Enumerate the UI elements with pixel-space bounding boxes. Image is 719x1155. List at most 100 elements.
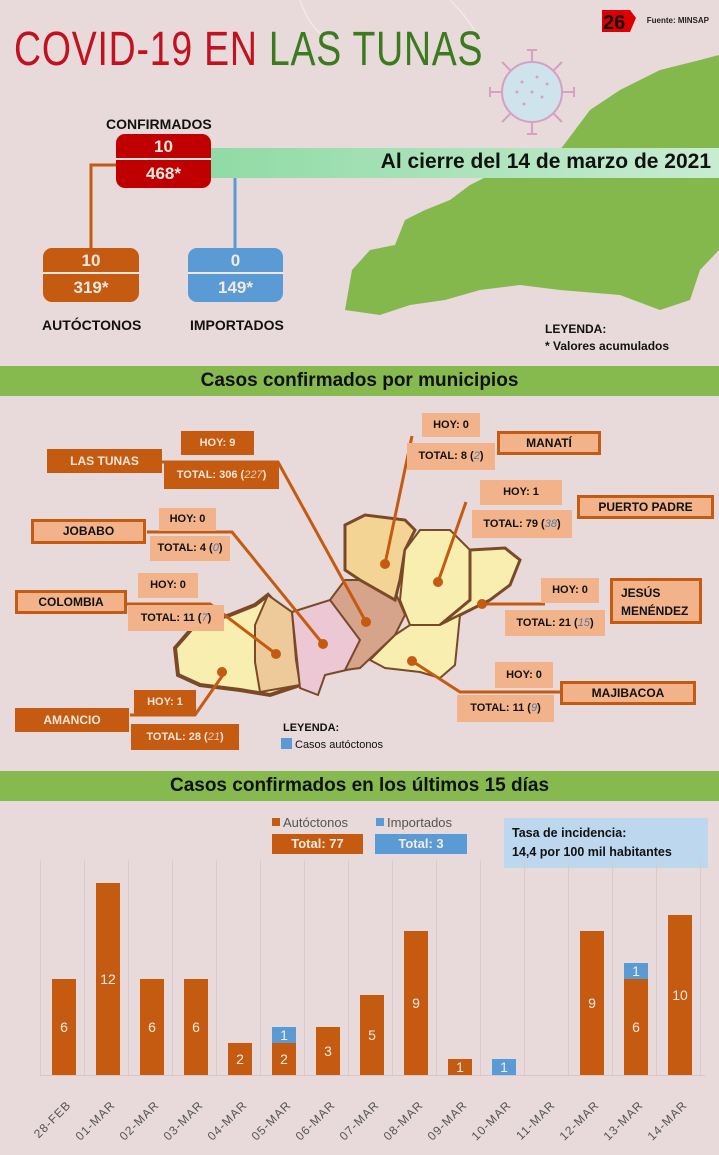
autoctonos-label: AUTÓCTONOS (42, 317, 142, 333)
municipio-total-puerto-padre: TOTAL: 79 (38) (472, 510, 572, 538)
legend-swatch-imp (376, 818, 384, 826)
bar-autoctonos: 5 (360, 995, 384, 1075)
bar-autoctonos: 6 (624, 979, 648, 1075)
municipio-name-jesus-menendez: JESÚS MENÉNDEZ (610, 578, 702, 624)
municipio-name-jobabo: JOBABO (31, 519, 146, 544)
bar-autoctonos: 1 (448, 1059, 472, 1075)
page-title: COVID-19 EN LAS TUNAS (14, 22, 483, 77)
legend-swatch-auto (272, 818, 280, 826)
municipio-total-majibacoa: TOTAL: 11 (9) (457, 695, 554, 722)
municipio-name-las-tunas: LAS TUNAS (47, 449, 162, 473)
confirmados-card: 10 468* (116, 134, 211, 188)
grid-line (172, 860, 173, 1075)
date-label: Al cierre del 14 de marzo de 2021 (380, 150, 711, 173)
incidence-rate-box: Tasa de incidencia: 14,4 por 100 mil hab… (504, 818, 708, 868)
logo-26-icon: 26 (602, 10, 636, 34)
region-majibacoa (368, 613, 462, 680)
municipio-hoy-las-tunas: HOY: 9 (181, 431, 254, 455)
bar-autoctonos: 2 (228, 1043, 252, 1075)
chart-section-title: Casos confirmados en los últimos 15 días (0, 771, 719, 801)
grid-line (128, 860, 129, 1075)
municipio-name-manati: MANATÍ (497, 431, 601, 455)
summary-legend: LEYENDA: * Valores acumulados (545, 321, 669, 355)
confirmados-label: CONFIRMADOS (106, 116, 212, 132)
summary-legend-text: * Valores acumulados (545, 339, 670, 353)
bar-importados: 1 (492, 1059, 516, 1075)
bar-autoctonos: 3 (316, 1027, 340, 1075)
region-colombia (254, 593, 302, 694)
municipio-total-jesus-menendez: TOTAL: 21 (15) (505, 610, 605, 636)
chart-legend-autoctonos: Autóctonos (272, 815, 348, 830)
bar-autoctonos: 2 (272, 1043, 296, 1075)
autoctonos-card: 10 319* (43, 248, 139, 302)
svg-text:26: 26 (603, 12, 625, 34)
importados-today: 0 (188, 248, 283, 274)
municipios-section-title: Casos confirmados por municipios (0, 366, 719, 396)
municipio-total-colombia: TOTAL: 11 (7) (128, 605, 224, 631)
importados-label: IMPORTADOS (190, 317, 284, 333)
importados-card: 0 149* (188, 248, 283, 302)
bar-autoctonos: 12 (96, 883, 120, 1075)
date-band (200, 148, 719, 178)
map-legend-title: LEYENDA: (283, 722, 340, 734)
autoctonos-today: 10 (43, 248, 139, 274)
grid-line (348, 860, 349, 1075)
chart-legend-importados: Importados (376, 815, 452, 830)
province-map-background (299, 0, 719, 315)
summary-legend-title: LEYENDA: (545, 322, 607, 336)
municipio-hoy-jobabo: HOY: 0 (159, 508, 216, 531)
municipio-total-manati: TOTAL: 8 (2) (407, 443, 495, 470)
municipio-name-amancio: AMANCIO (15, 708, 129, 732)
incidence-value: 14,4 por 100 mil habitantes (512, 845, 672, 859)
incidence-title: Tasa de incidencia: (512, 826, 627, 840)
legend-swatch-blue (281, 738, 292, 749)
municipio-hoy-jesus-menendez: HOY: 0 (541, 578, 599, 603)
confirmados-cumulative: 468* (146, 164, 181, 183)
region-jesus-menendez (439, 546, 522, 627)
grid-line (304, 860, 305, 1075)
bar-importados: 1 (624, 963, 648, 979)
bar-autoctonos: 6 (140, 979, 164, 1075)
municipio-hoy-colombia: HOY: 0 (138, 573, 198, 598)
grid-line (260, 860, 261, 1075)
grid-line (524, 860, 525, 1075)
map-shape (345, 55, 719, 315)
municipio-hoy-amancio: HOY: 1 (134, 690, 196, 714)
chart-baseline (40, 1075, 705, 1076)
grid-line (656, 860, 657, 1075)
municipio-total-jobabo: TOTAL: 4 (0) (150, 536, 230, 561)
confirmados-today: 10 (116, 134, 211, 160)
importados-cumulative: 149* (218, 278, 253, 297)
grid-line (392, 860, 393, 1075)
bar-autoctonos: 9 (580, 931, 604, 1075)
title-covid: COVID-19 EN (14, 23, 258, 76)
grid-line (480, 860, 481, 1075)
autoctonos-cumulative: 319* (73, 278, 109, 297)
municipio-hoy-puerto-padre: HOY: 1 (480, 480, 562, 505)
municipios-map (127, 435, 560, 717)
bar-autoctonos: 6 (184, 979, 208, 1075)
municipio-hoy-majibacoa: HOY: 0 (495, 662, 553, 688)
bar-autoctonos: 10 (668, 915, 692, 1075)
municipio-name-majibacoa: MAJIBACOA (560, 681, 696, 705)
bar-autoctonos: 6 (52, 979, 76, 1075)
source-label: Fuente: MINSAP (646, 16, 709, 25)
municipio-total-las-tunas: TOTAL: 306 (227) (164, 462, 279, 489)
total-autoctonos-badge: Total: 77 (272, 834, 363, 854)
grid-line (436, 860, 437, 1075)
grid-line (40, 860, 41, 1075)
grid-line (84, 860, 85, 1075)
municipio-hoy-manati: HOY: 0 (422, 413, 480, 437)
grid-line (612, 860, 613, 1075)
grid-line (568, 860, 569, 1075)
grid-line (216, 860, 217, 1075)
municipio-total-amancio: TOTAL: 28 (21) (131, 724, 239, 750)
title-las-tunas: LAS TUNAS (268, 23, 484, 76)
bar-autoctonos: 9 (404, 931, 428, 1075)
map-legend-item: Casos autóctonos (281, 738, 383, 751)
municipio-name-colombia: COLOMBIA (15, 590, 127, 614)
total-importados-badge: Total: 3 (375, 834, 467, 854)
bar-importados: 1 (272, 1027, 296, 1043)
virus-icon (489, 49, 575, 135)
municipio-name-puerto-padre: PUERTO PADRE (577, 495, 714, 519)
